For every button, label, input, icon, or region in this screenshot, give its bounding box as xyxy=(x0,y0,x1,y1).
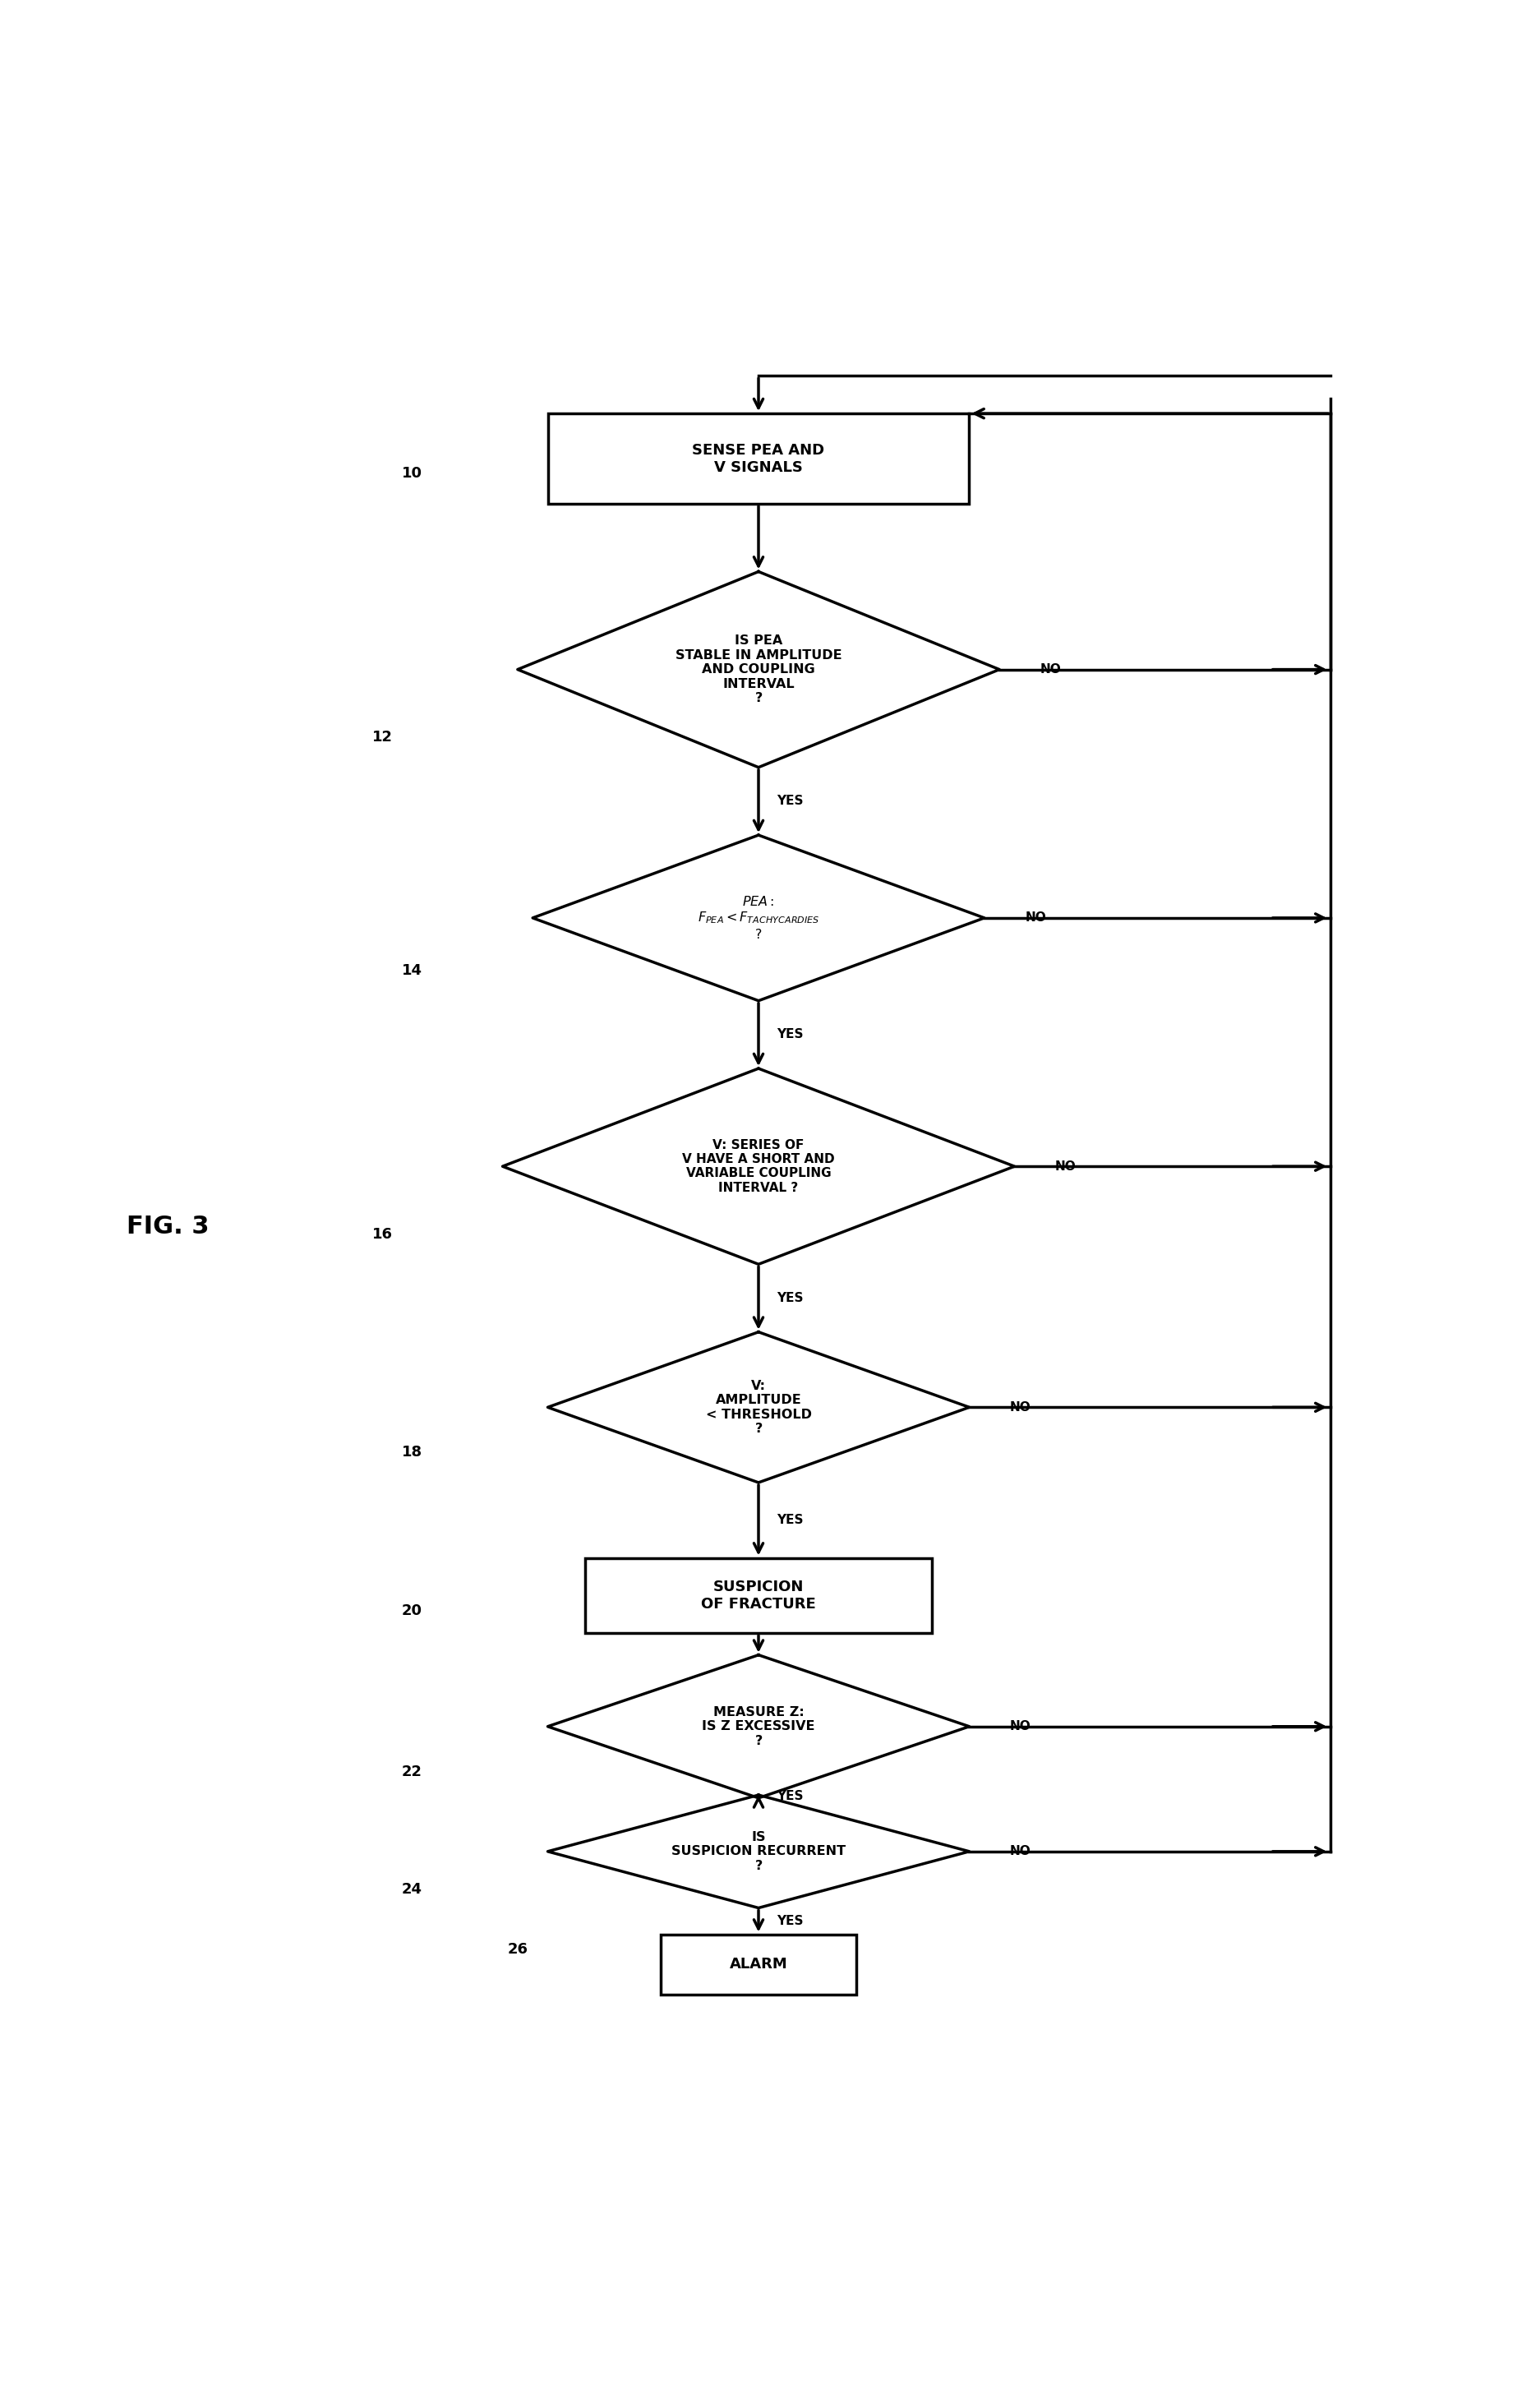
FancyBboxPatch shape xyxy=(548,414,969,503)
Text: IS PEA
STABLE IN AMPLITUDE
AND COUPLING
INTERVAL
?: IS PEA STABLE IN AMPLITUDE AND COUPLING … xyxy=(675,636,842,703)
Text: 20: 20 xyxy=(402,1604,423,1618)
Text: 26: 26 xyxy=(507,1941,528,1958)
FancyBboxPatch shape xyxy=(586,1558,931,1633)
Text: 14: 14 xyxy=(402,963,423,978)
Text: 18: 18 xyxy=(402,1445,423,1459)
Text: FIG. 3: FIG. 3 xyxy=(126,1214,209,1238)
Text: YES: YES xyxy=(777,1789,804,1804)
Text: YES: YES xyxy=(777,1515,804,1527)
Text: 12: 12 xyxy=(372,730,393,744)
Text: 10: 10 xyxy=(402,467,423,482)
Text: 16: 16 xyxy=(372,1226,393,1243)
Text: MEASURE Z:
IS Z EXCESSIVE
?: MEASURE Z: IS Z EXCESSIVE ? xyxy=(702,1705,815,1746)
Text: NO: NO xyxy=(1010,1401,1032,1413)
Text: $PEA:$
$F_{PEA} < F_{TACHYCARDIES}$
$?$: $PEA:$ $F_{PEA} < F_{TACHYCARDIES}$ $?$ xyxy=(698,896,819,942)
Text: IS
SUSPICION RECURRENT
?: IS SUSPICION RECURRENT ? xyxy=(672,1830,845,1871)
Text: V:
AMPLITUDE
< THRESHOLD
?: V: AMPLITUDE < THRESHOLD ? xyxy=(705,1380,812,1435)
Text: NO: NO xyxy=(1056,1161,1076,1173)
Text: 22: 22 xyxy=(402,1765,423,1780)
Text: NO: NO xyxy=(1025,913,1047,925)
Text: NO: NO xyxy=(1010,1845,1032,1857)
Text: 24: 24 xyxy=(402,1881,423,1898)
Text: NO: NO xyxy=(1010,1719,1032,1734)
Text: YES: YES xyxy=(777,1028,804,1040)
Text: SENSE PEA AND
V SIGNALS: SENSE PEA AND V SIGNALS xyxy=(692,443,825,474)
Text: SUSPICION
OF FRACTURE: SUSPICION OF FRACTURE xyxy=(701,1580,816,1611)
Text: YES: YES xyxy=(777,1914,804,1926)
Text: YES: YES xyxy=(777,795,804,807)
Text: ALARM: ALARM xyxy=(730,1958,787,1972)
Text: V: SERIES OF
V HAVE A SHORT AND
VARIABLE COUPLING
INTERVAL ?: V: SERIES OF V HAVE A SHORT AND VARIABLE… xyxy=(683,1139,834,1194)
Text: YES: YES xyxy=(777,1293,804,1305)
Text: NO: NO xyxy=(1041,662,1062,677)
FancyBboxPatch shape xyxy=(660,1934,857,1994)
